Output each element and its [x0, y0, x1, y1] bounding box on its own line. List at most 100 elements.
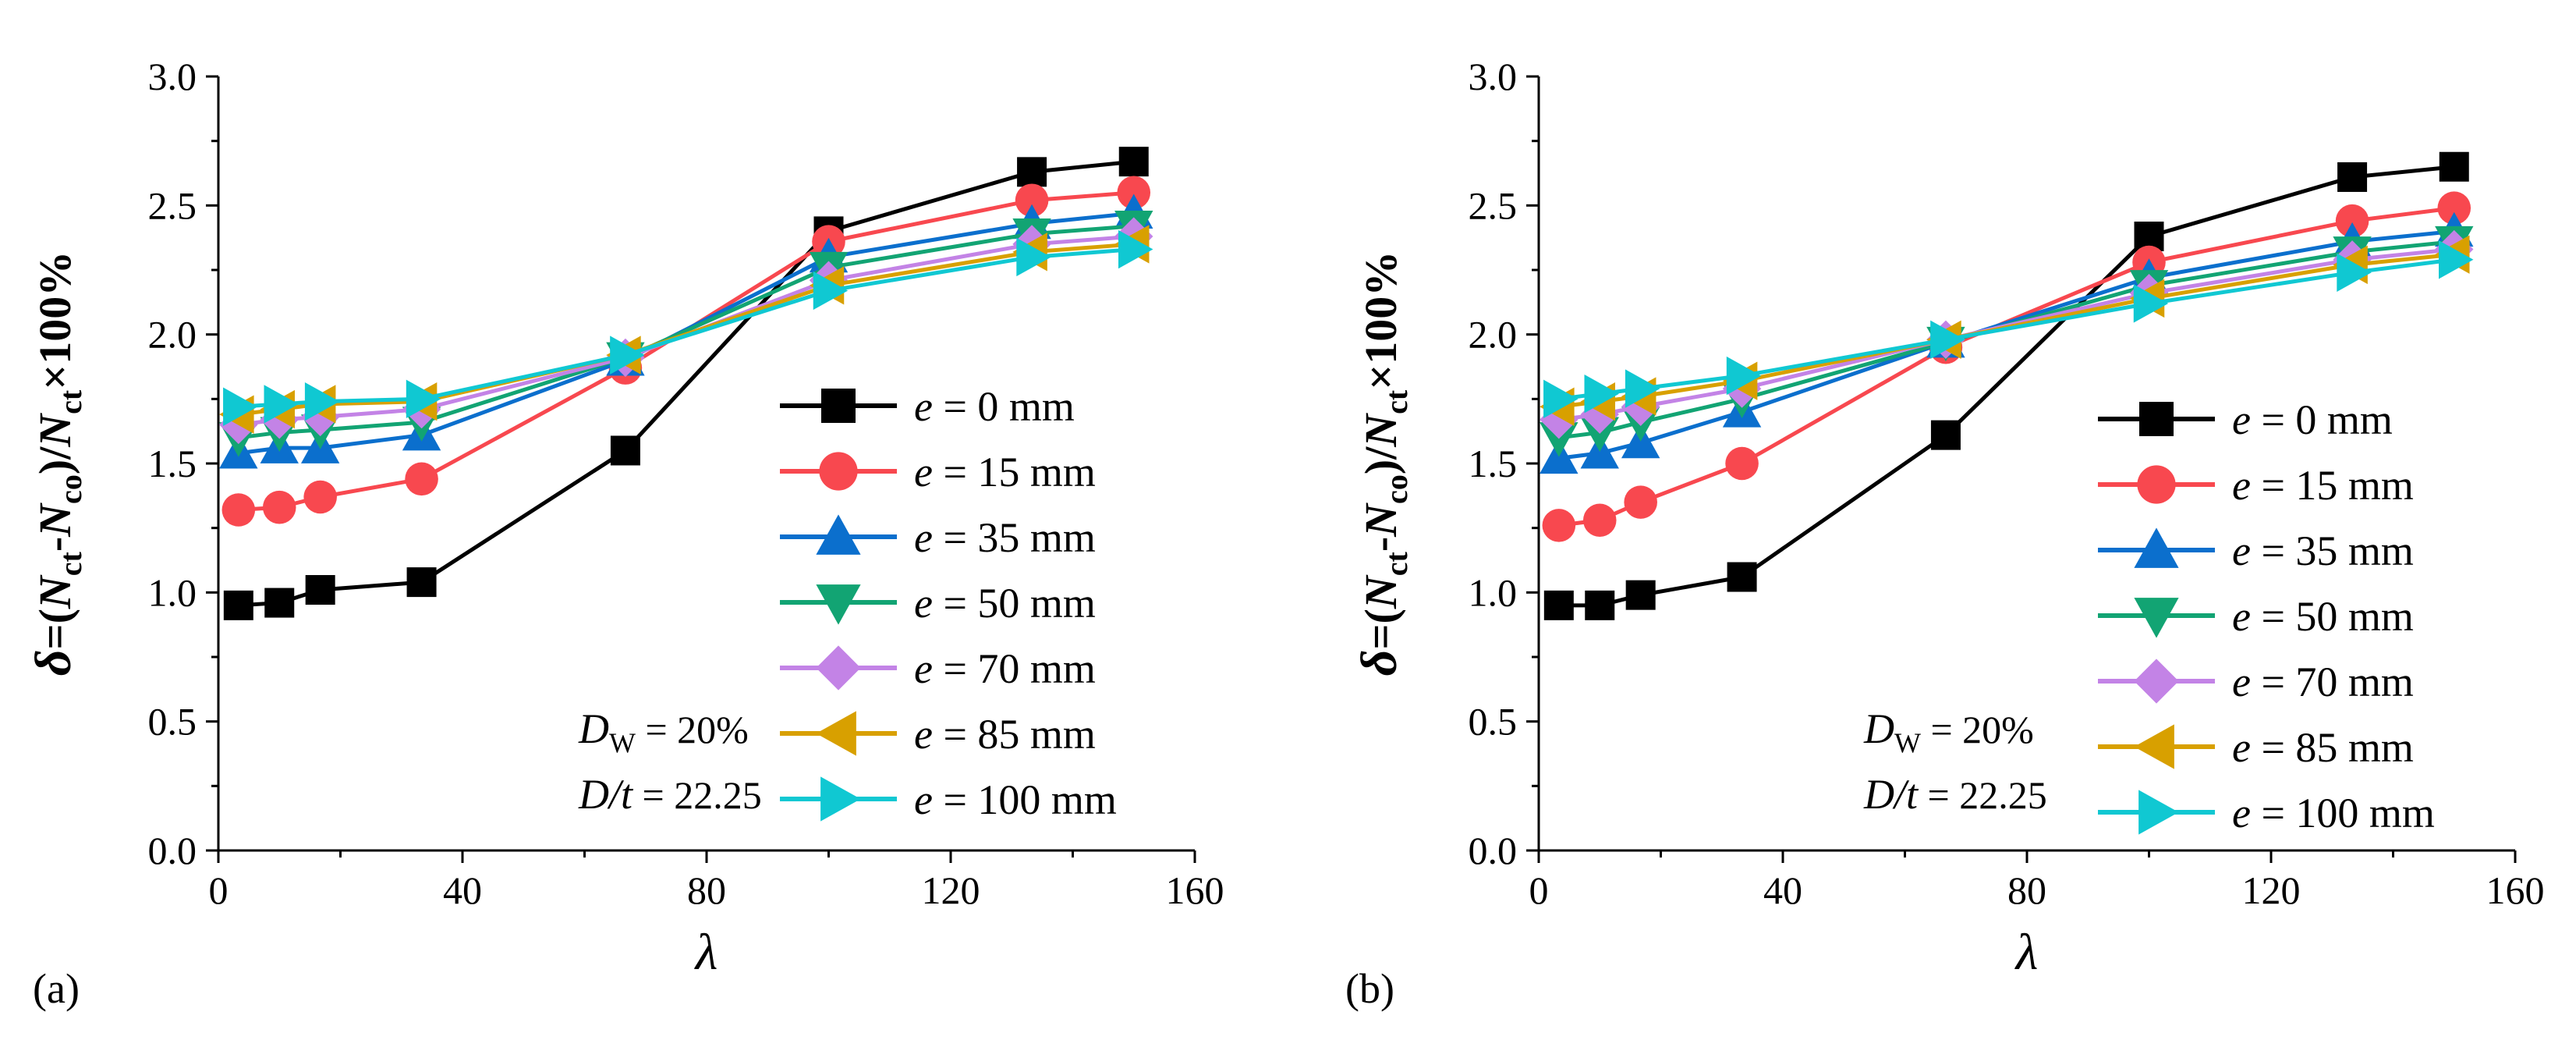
series-e-0-mm: [223, 147, 1149, 620]
ylabel-symbol: N: [1355, 574, 1406, 609]
data-point: [1016, 237, 1051, 277]
legend-entry: e = 70 mm: [2098, 659, 2414, 705]
y-tick-label: 0.5: [148, 700, 197, 744]
legend-marker: [2134, 659, 2179, 704]
annotation-text: = 20%: [1921, 708, 2034, 751]
ylabel-subscript: co: [1379, 474, 1414, 504]
legend-text: = 15 mm: [2251, 462, 2414, 509]
y-tick-label: 1.5: [148, 442, 197, 485]
annotation: DW = 20%: [578, 705, 749, 758]
legend-text: = 70 mm: [2251, 659, 2414, 705]
legend-marker: [2134, 598, 2179, 638]
legend-text: = 70 mm: [933, 645, 1096, 692]
data-point: [262, 490, 296, 524]
annotation: DW = 20%: [1863, 705, 2034, 758]
annotation: D/t = 22.25: [1863, 771, 2047, 818]
legend-var: e: [2232, 527, 2251, 574]
legend-label: e = 50 mm: [2232, 593, 2414, 640]
ylabel-part: ×100%: [1355, 251, 1406, 390]
x-tick-label: 160: [1166, 868, 1224, 912]
data-point: [1118, 147, 1149, 177]
x-axis-label: λ: [694, 924, 718, 981]
data-point: [1930, 420, 1961, 450]
legend-marker: [819, 452, 858, 491]
series-e-100-mm: [223, 229, 1153, 426]
data-point: [406, 567, 437, 598]
legend-entry: e = 50 mm: [2098, 593, 2414, 640]
legend-label: e = 85 mm: [2232, 724, 2414, 771]
legend-entry: e = 15 mm: [780, 449, 1096, 495]
x-tick-label: 160: [2486, 868, 2545, 912]
x-tick-label: 80: [2007, 868, 2046, 912]
series-e-15-mm: [221, 176, 1151, 527]
ylabel-symbol: N: [1355, 502, 1406, 538]
ylabel-part: -: [1355, 537, 1406, 552]
panel-label: (a): [33, 965, 80, 1012]
ylabel-part: -: [30, 537, 80, 552]
legend-marker: [2138, 790, 2179, 835]
x-tick-label: 40: [1763, 868, 1802, 912]
data-point: [1543, 590, 1574, 620]
annotation-symbol: D: [1863, 705, 1894, 752]
legend-marker: [2134, 724, 2174, 769]
x-tick-label: 0: [1529, 868, 1549, 912]
legend-label: e = 15 mm: [2232, 462, 2414, 509]
y-tick-label: 0.0: [148, 829, 197, 872]
legend-text: = 50 mm: [933, 580, 1096, 627]
data-point: [223, 387, 258, 426]
legend-entry: e = 0 mm: [780, 383, 1075, 430]
legend-var: e: [914, 776, 933, 823]
data-point: [1584, 375, 1619, 414]
y-tick-label: 1.0: [1469, 570, 1518, 614]
data-point: [264, 385, 299, 424]
legend: e = 0 mme = 15 mme = 35 mme = 50 mme = 7…: [780, 383, 1117, 823]
data-point: [1726, 356, 1762, 396]
annotation-symbol: D: [578, 705, 609, 752]
panel-label: (b): [1345, 965, 1394, 1012]
data-point: [303, 480, 337, 514]
legend-entry: e = 70 mm: [780, 645, 1096, 692]
data-point: [2437, 191, 2471, 225]
legend-text: = 85 mm: [2251, 724, 2414, 771]
legend-marker: [2139, 402, 2174, 436]
ylabel-subscript: ct: [1379, 551, 1414, 576]
data-point: [2335, 204, 2369, 238]
legend-var: e: [914, 383, 933, 430]
legend-text: = 35 mm: [2251, 527, 2414, 574]
series-line: [1558, 247, 2455, 422]
data-point: [1540, 400, 1579, 439]
annotation-symbol: D/t: [1863, 771, 1919, 818]
legend-marker: [816, 645, 861, 691]
data-point: [1543, 379, 1579, 419]
data-point: [1540, 422, 1579, 457]
data-point: [406, 379, 441, 419]
legend-text: = 0 mm: [2251, 396, 2393, 443]
x-tick-label: 120: [922, 868, 980, 912]
y-axis-label: δ=(Nct-Nco)/Nct×100%: [1351, 251, 1414, 676]
legend-label: e = 35 mm: [914, 514, 1096, 561]
data-point: [1930, 320, 1965, 359]
legend-label: e = 70 mm: [914, 645, 1096, 692]
legend-label: e = 35 mm: [2232, 527, 2414, 574]
ylabel-subscript: ct: [53, 551, 88, 576]
data-point: [1625, 369, 1660, 408]
legend-label: e = 70 mm: [2232, 659, 2414, 705]
data-point: [1015, 183, 1049, 217]
data-point: [405, 462, 438, 496]
legend-text: = 0 mm: [933, 383, 1075, 430]
legend-entry: e = 50 mm: [780, 580, 1096, 627]
legend-var: e: [2232, 724, 2251, 771]
annotation-text: = 20%: [636, 708, 749, 751]
data-point: [1585, 590, 1615, 620]
legend-var: e: [914, 514, 933, 561]
ylabel-part: )/: [30, 446, 80, 474]
y-tick-label: 2.5: [1469, 183, 1518, 227]
annotation-text: = 22.25: [1918, 773, 2047, 817]
y-tick-label: 1.0: [148, 570, 197, 614]
ylabel-symbol: N: [30, 574, 80, 609]
chart-panel-2: 0.00.51.01.52.02.53.00 40 80 120 160λδ=(Nct-…: [1345, 55, 2545, 1012]
legend-entry: e = 100 mm: [2098, 790, 2435, 836]
data-point: [610, 435, 640, 466]
series-e-100-mm: [1543, 240, 2474, 419]
ylabel-part: =(: [1355, 609, 1406, 649]
